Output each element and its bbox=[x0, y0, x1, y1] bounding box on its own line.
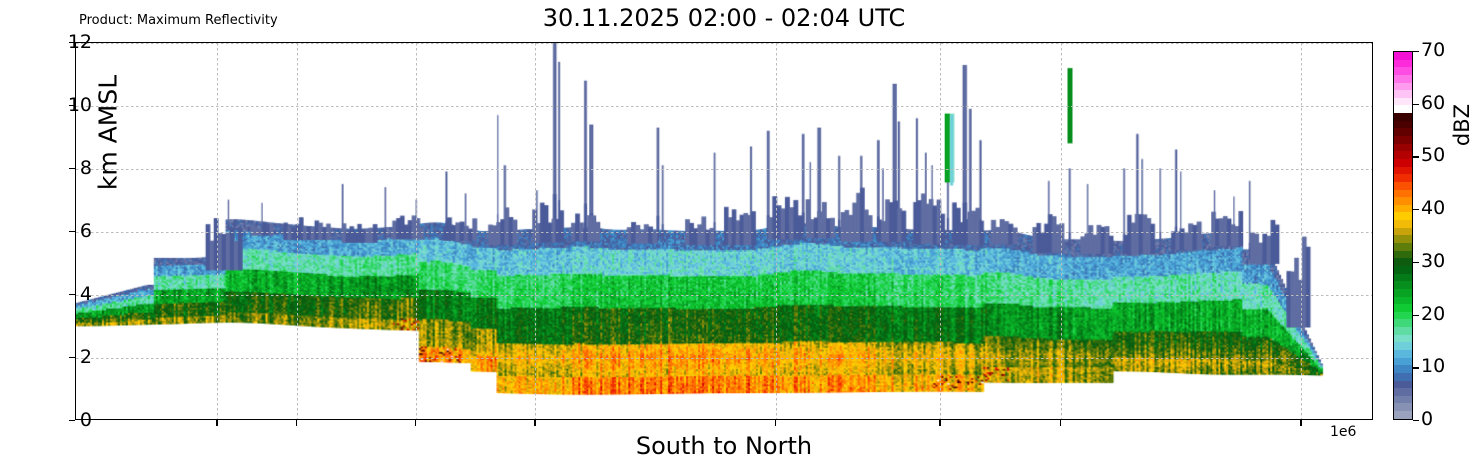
colorbar-band bbox=[1394, 235, 1412, 244]
colorbar-tick-label: 50 bbox=[1421, 144, 1446, 167]
colorbar-band bbox=[1394, 74, 1412, 83]
colorbar-band bbox=[1394, 250, 1412, 259]
colorbar-band bbox=[1394, 90, 1412, 98]
colorbar-tick-label: 70 bbox=[1421, 39, 1446, 61]
colorbar-band bbox=[1394, 265, 1412, 274]
colorbar-band bbox=[1394, 220, 1412, 228]
colorbar-band bbox=[1394, 158, 1412, 167]
colorbar-band bbox=[1394, 166, 1412, 175]
y-axis-tick-label: 6 bbox=[79, 220, 92, 242]
colorbar-band bbox=[1394, 349, 1412, 358]
colorbar-tick-mark bbox=[1413, 261, 1419, 264]
reflectivity-heatmap-canvas bbox=[76, 43, 1372, 419]
y-axis-tick-label: 10 bbox=[67, 94, 92, 116]
colorbar-band bbox=[1394, 151, 1412, 159]
colorbar-label: dBZ bbox=[1450, 103, 1474, 147]
colorbar-tick-mark bbox=[1413, 420, 1419, 422]
colorbar-band bbox=[1394, 281, 1412, 289]
colorbar-band bbox=[1394, 296, 1412, 305]
colorbar-band bbox=[1394, 372, 1412, 381]
y-axis-tick-label: 4 bbox=[79, 283, 92, 305]
colorbar-gradient bbox=[1393, 51, 1413, 420]
colorbar-band bbox=[1394, 411, 1412, 419]
y-axis-tick-mark bbox=[69, 357, 75, 359]
page-title: 30.11.2025 02:00 - 02:04 UTC bbox=[542, 4, 906, 32]
colorbar-band bbox=[1394, 342, 1412, 350]
colorbar-tick-label: 40 bbox=[1421, 197, 1446, 220]
colorbar-tick-label: 10 bbox=[1421, 355, 1446, 378]
colorbar-band bbox=[1394, 304, 1412, 312]
y-axis-tick-label: 0 bbox=[79, 409, 92, 431]
colorbar-tick-label: 0 bbox=[1421, 408, 1434, 430]
colorbar-band bbox=[1394, 181, 1412, 190]
y-axis-tick-mark bbox=[69, 294, 75, 296]
colorbar-band bbox=[1394, 143, 1412, 152]
colorbar-band bbox=[1394, 113, 1412, 121]
colorbar-band bbox=[1394, 243, 1412, 251]
y-axis-tick-label: 2 bbox=[79, 346, 92, 368]
colorbar-tick-label: 30 bbox=[1421, 249, 1446, 272]
y-axis-label: km AMSL bbox=[93, 74, 123, 191]
y-axis-tick-mark bbox=[69, 231, 75, 233]
colorbar-band bbox=[1394, 288, 1412, 297]
colorbar-band bbox=[1394, 67, 1412, 75]
colorbar-band bbox=[1394, 189, 1412, 198]
colorbar-tick-mark bbox=[1413, 51, 1419, 53]
y-axis-tick-mark bbox=[69, 168, 75, 170]
x-axis-tick-mark bbox=[216, 420, 218, 426]
colorbar-band bbox=[1394, 52, 1412, 60]
colorbar-tick-mark bbox=[1413, 209, 1419, 211]
y-axis-tick-label: 12 bbox=[67, 31, 92, 53]
colorbar-band bbox=[1394, 120, 1412, 129]
x-axis-tick-mark bbox=[774, 420, 776, 426]
colorbar-tick-label: 60 bbox=[1421, 91, 1446, 114]
colorbar-tick-mark bbox=[1413, 103, 1419, 105]
colorbar-band bbox=[1394, 357, 1412, 366]
colorbar-band bbox=[1394, 212, 1412, 221]
colorbar-band bbox=[1394, 197, 1412, 205]
colorbar-band bbox=[1394, 59, 1412, 68]
y-axis-tick-label: 8 bbox=[79, 157, 92, 179]
colorbar-band bbox=[1394, 105, 1412, 114]
y-axis-tick-mark bbox=[69, 42, 75, 44]
y-axis-tick-mark bbox=[69, 105, 75, 107]
colorbar-band bbox=[1394, 365, 1412, 373]
colorbar-tick-mark bbox=[1413, 156, 1419, 158]
colorbar-band bbox=[1394, 174, 1412, 182]
x-axis-tick-mark bbox=[534, 420, 536, 426]
colorbar-band bbox=[1394, 380, 1412, 389]
colorbar-band bbox=[1394, 311, 1412, 320]
colorbar-band bbox=[1394, 403, 1412, 412]
colorbar-band bbox=[1394, 319, 1412, 328]
x-axis-label: South to North bbox=[635, 432, 813, 460]
colorbar-band bbox=[1394, 273, 1412, 282]
plot-area bbox=[75, 42, 1373, 420]
colorbar-tick-mark bbox=[1413, 314, 1419, 316]
colorbar-band bbox=[1394, 204, 1412, 213]
colorbar-band bbox=[1394, 136, 1412, 144]
x-axis-tick-mark bbox=[1300, 420, 1302, 426]
colorbar-band bbox=[1394, 334, 1412, 343]
colorbar-band bbox=[1394, 82, 1412, 91]
colorbar-band bbox=[1394, 388, 1412, 396]
colorbar-band bbox=[1394, 258, 1412, 266]
colorbar-tick-label: 20 bbox=[1421, 302, 1446, 325]
x-axis-tick-mark bbox=[295, 420, 297, 426]
product-label: Product: Maximum Reflectivity bbox=[79, 13, 278, 28]
x-axis-tick-mark bbox=[1060, 420, 1062, 426]
x-axis-offset-exponent: 1e6 bbox=[1330, 424, 1357, 440]
y-axis-tick-mark bbox=[69, 420, 75, 422]
x-axis-tick-mark bbox=[415, 420, 417, 426]
colorbar-band bbox=[1394, 97, 1412, 106]
colorbar-band bbox=[1394, 327, 1412, 335]
x-axis-tick-mark bbox=[939, 420, 941, 426]
colorbar-tick-mark bbox=[1413, 367, 1419, 369]
colorbar-band bbox=[1394, 227, 1412, 236]
colorbar-band bbox=[1394, 395, 1412, 404]
colorbar-band bbox=[1394, 128, 1412, 137]
